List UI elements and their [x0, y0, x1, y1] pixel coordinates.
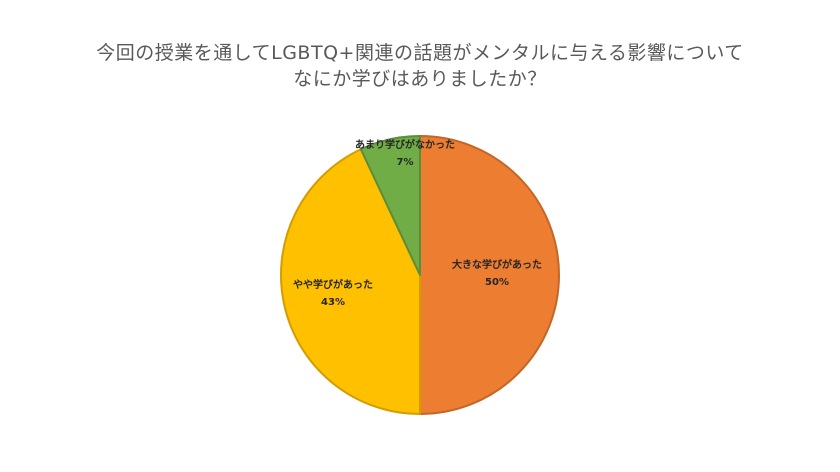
- chart-title-line-1: 今回の授業を通してLGBTQ+関連の話題がメンタルに与える影響について: [96, 42, 744, 64]
- slice-label-1: 大きな学びがあった: [452, 258, 542, 271]
- chart-title-line-2: なにか学びはありましたか？: [293, 68, 547, 90]
- slice-label-3: あまり学びがなかった: [355, 138, 455, 151]
- slice-label-2: やや学びがあった: [293, 278, 373, 291]
- pie-slice-1: [419, 135, 560, 415]
- pie-slice-2: [280, 148, 421, 415]
- slice-value-label-3: 7%: [397, 157, 414, 168]
- pie-slice-3: [359, 135, 421, 276]
- pie-labels: 大きな学びがあった 50% やや学びがあった 43% あまり学びがなかった 7%: [293, 138, 542, 308]
- pie-slices: [280, 135, 560, 415]
- chart-title: 今回の授業を通してLGBTQ+関連の話題がメンタルに与える影響について なにか学…: [0, 40, 840, 92]
- slice-value-label-1: 50%: [485, 277, 509, 288]
- slice-value-label-2: 43%: [321, 297, 345, 308]
